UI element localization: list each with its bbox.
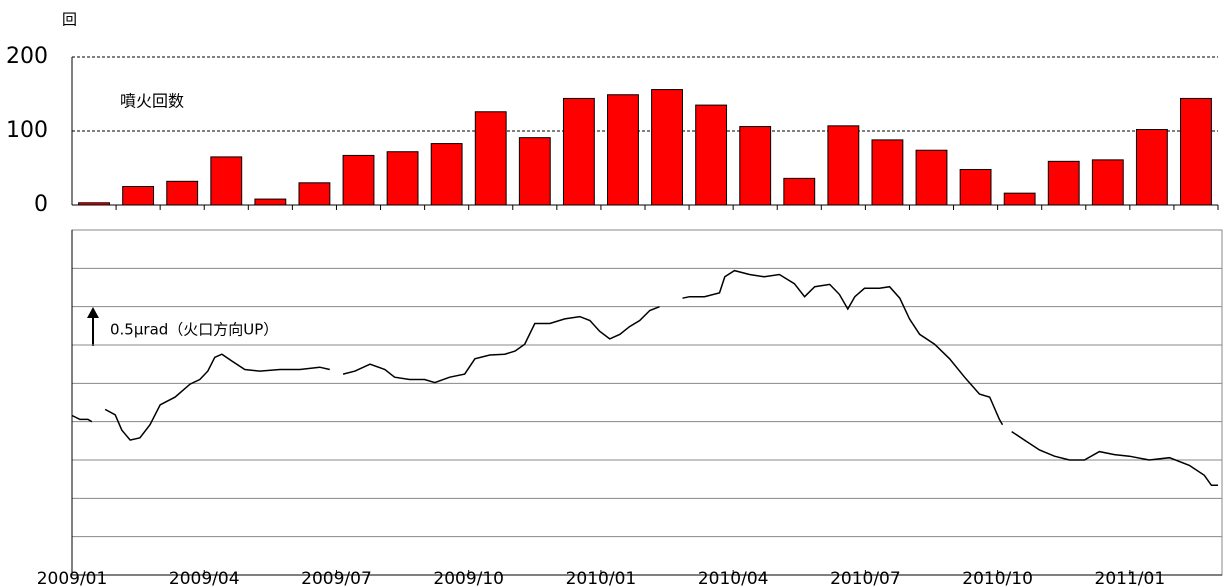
x-tick-label: 2009/10 (433, 569, 504, 587)
bar (342, 154, 375, 206)
bar (78, 202, 110, 206)
bar (518, 137, 551, 206)
y-tick-label: 100 (6, 118, 48, 143)
y-tick-label: 0 (34, 192, 48, 217)
bar (915, 149, 948, 206)
x-tick-label: 2010/01 (566, 569, 637, 587)
bar (430, 143, 463, 206)
bar (254, 198, 287, 206)
bar (1135, 129, 1168, 206)
bar (739, 126, 772, 206)
bar (783, 177, 816, 206)
bar (122, 186, 155, 206)
bar (386, 151, 419, 206)
bar (1003, 192, 1036, 206)
bar (1180, 97, 1212, 206)
tilt-line (71, 269, 1218, 487)
bar (298, 182, 331, 206)
bar (607, 94, 639, 206)
y-tick-label: 200 (6, 44, 48, 69)
bar (827, 125, 860, 206)
bar (474, 111, 507, 206)
x-tick-label: 2009/01 (37, 569, 108, 587)
unit-label: 回 (62, 11, 77, 29)
bar (1091, 159, 1124, 206)
x-tick-label: 2009/07 (301, 569, 372, 587)
plot-frame (71, 229, 1223, 576)
bar (651, 89, 683, 206)
x-tick-label: 2010/07 (830, 569, 901, 587)
bar (871, 139, 904, 206)
x-tick-label: 2009/04 (169, 569, 240, 587)
x-tick-label: 2011/01 (1095, 569, 1166, 587)
arrow-head (87, 307, 99, 318)
bar (959, 168, 992, 206)
bar (562, 97, 595, 206)
x-tick-label: 2010/04 (698, 569, 769, 587)
annotation: 噴火回数 (120, 92, 184, 111)
bar (166, 180, 199, 206)
x-tick-label: 2010/10 (962, 569, 1033, 587)
bar (1047, 160, 1080, 206)
bar (695, 104, 728, 206)
annotation: 0.5μrad（火口方向UP） (110, 321, 278, 339)
bar (210, 156, 243, 206)
